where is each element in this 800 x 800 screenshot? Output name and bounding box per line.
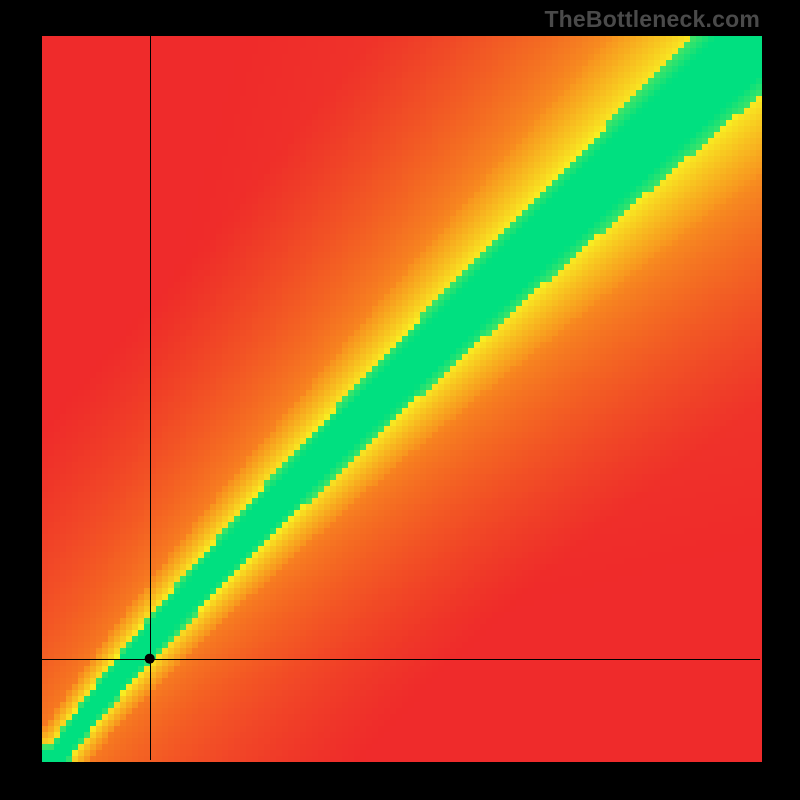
watermark-text: TheBottleneck.com (544, 6, 760, 33)
chart-container: { "watermark": { "text": "TheBottleneck.… (0, 0, 800, 800)
bottleneck-heatmap (0, 0, 800, 800)
